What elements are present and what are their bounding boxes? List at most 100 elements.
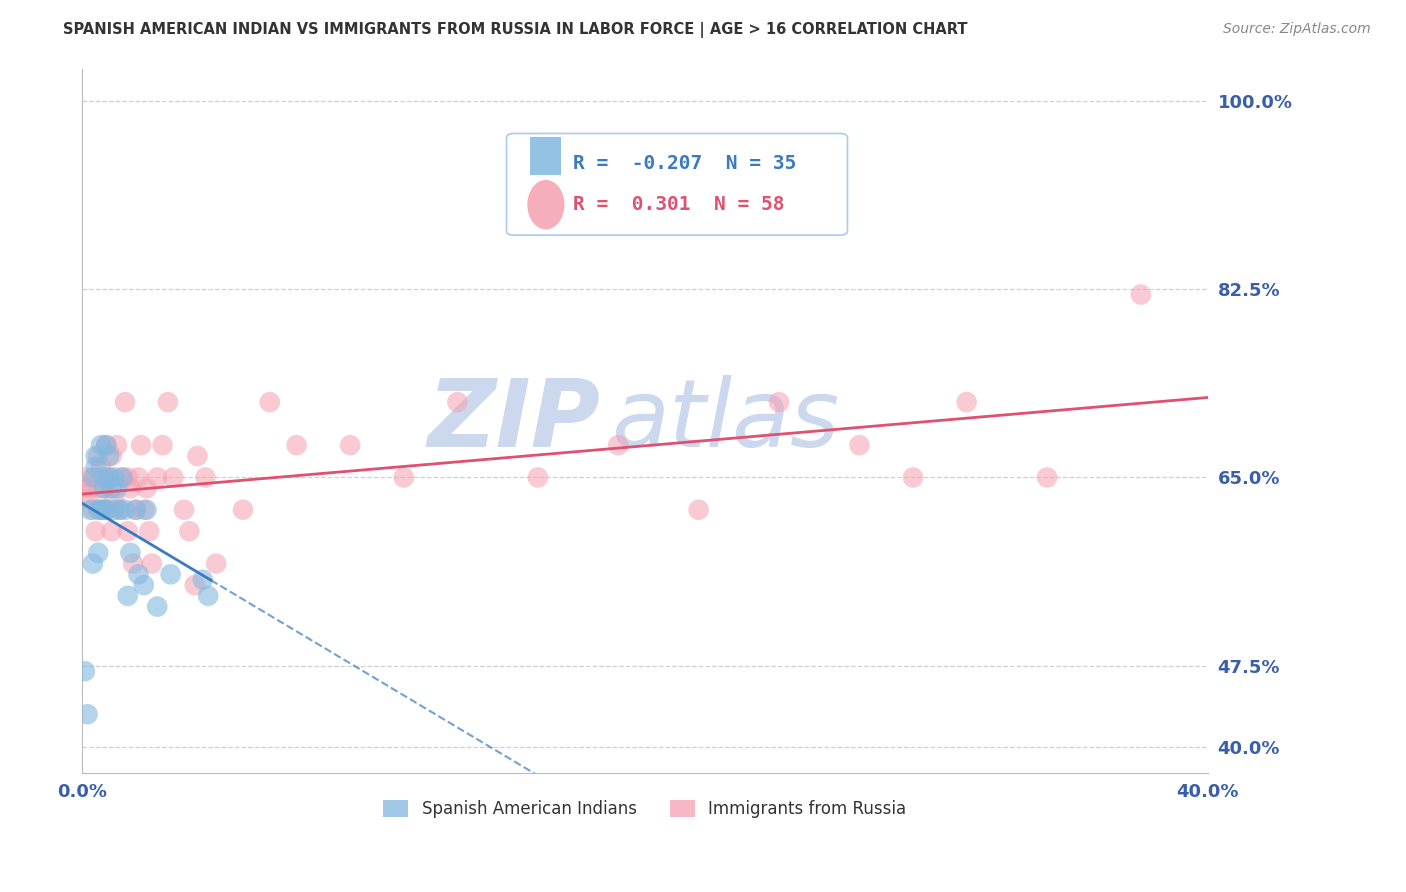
Point [84, 470, 107, 484]
Point [90, 502, 112, 516]
Point [103, 470, 125, 484]
Point [146, 599, 169, 614]
Point [103, 491, 125, 506]
Point [127, 470, 149, 484]
Point [135, 481, 157, 495]
Point [100, 481, 122, 495]
Point [152, 438, 174, 452]
Text: Source: ZipAtlas.com: Source: ZipAtlas.com [1223, 22, 1371, 37]
Text: SPANISH AMERICAN INDIAN VS IMMIGRANTS FROM RUSSIA IN LABOR FORCE | AGE > 16 CORR: SPANISH AMERICAN INDIAN VS IMMIGRANTS FR… [63, 22, 967, 38]
Point [125, 502, 148, 516]
Point [79, 502, 101, 516]
Point [98, 470, 121, 484]
Point [768, 395, 790, 409]
Point [173, 502, 195, 516]
Text: ZIP: ZIP [427, 375, 600, 467]
Point [103, 502, 125, 516]
Point [82, 557, 104, 571]
Point [114, 502, 136, 516]
Point [90, 438, 112, 452]
Point [186, 449, 208, 463]
Point [96, 438, 118, 452]
Point [93, 502, 115, 516]
Point [159, 567, 181, 582]
Point [82, 470, 104, 484]
Point [90, 459, 112, 474]
Point [93, 481, 115, 495]
Point [138, 524, 160, 539]
Point [117, 470, 139, 484]
Point [339, 438, 361, 452]
Point [607, 438, 630, 452]
Point [191, 573, 214, 587]
Text: R =  0.301  N = 58: R = 0.301 N = 58 [572, 195, 785, 214]
Point [135, 502, 157, 516]
Point [120, 546, 142, 560]
Point [87, 546, 110, 560]
Point [98, 470, 121, 484]
Point [96, 502, 118, 516]
Point [956, 395, 979, 409]
Point [111, 470, 134, 484]
Text: R =  -0.207  N = 35: R = -0.207 N = 35 [572, 154, 796, 173]
Point [127, 567, 149, 582]
Point [76, 491, 98, 506]
Point [259, 395, 281, 409]
Point [141, 557, 163, 571]
Point [87, 449, 110, 463]
Point [205, 557, 228, 571]
Point [96, 438, 118, 452]
Point [93, 481, 115, 495]
Point [146, 470, 169, 484]
Point [901, 470, 924, 484]
Point [87, 502, 110, 516]
Point [96, 502, 118, 516]
Point [105, 481, 128, 495]
Point [132, 578, 155, 592]
Point [76, 707, 98, 722]
Point [114, 395, 136, 409]
Point [125, 502, 148, 516]
Point [197, 589, 219, 603]
Point [90, 502, 112, 516]
Point [129, 438, 152, 452]
Point [84, 524, 107, 539]
Point [392, 470, 415, 484]
Point [1036, 470, 1059, 484]
Point [117, 524, 139, 539]
Point [194, 470, 217, 484]
Point [93, 470, 115, 484]
Point [70, 481, 93, 495]
Point [108, 502, 131, 516]
Point [100, 524, 122, 539]
Point [108, 502, 131, 516]
Point [111, 470, 134, 484]
Point [84, 449, 107, 463]
Point [98, 449, 121, 463]
Point [105, 438, 128, 452]
Point [1129, 287, 1152, 301]
Point [73, 470, 96, 484]
Point [79, 481, 101, 495]
Point [285, 438, 308, 452]
Point [184, 578, 207, 592]
Point [162, 470, 184, 484]
Point [73, 664, 96, 678]
Point [87, 481, 110, 495]
Point [688, 502, 710, 516]
Point [232, 502, 254, 516]
Point [179, 524, 201, 539]
Point [132, 502, 155, 516]
Point [122, 557, 145, 571]
Point [527, 470, 550, 484]
Point [120, 481, 142, 495]
Point [848, 438, 870, 452]
Legend: Spanish American Indians, Immigrants from Russia: Spanish American Indians, Immigrants fro… [377, 794, 914, 825]
Point [117, 589, 139, 603]
Point [446, 395, 468, 409]
Point [84, 459, 107, 474]
Text: atlas: atlas [612, 376, 839, 467]
Point [82, 502, 104, 516]
Point [100, 449, 122, 463]
Point [156, 395, 179, 409]
